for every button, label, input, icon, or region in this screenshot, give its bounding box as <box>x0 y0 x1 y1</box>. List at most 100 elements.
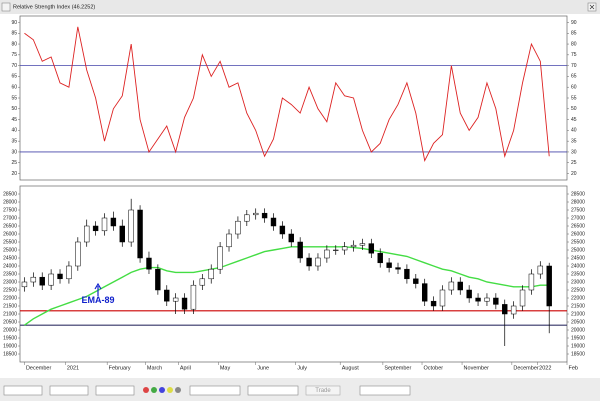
candle-body <box>333 249 339 251</box>
candle-body <box>297 241 303 259</box>
candle-body <box>270 217 277 227</box>
y-tick-label: 19000 <box>3 343 17 349</box>
y-tick-label: 65 <box>571 74 577 80</box>
y-tick-label: 23000 <box>3 279 17 285</box>
icon[interactable] <box>175 387 181 393</box>
candle-body <box>493 297 499 305</box>
y-tick-label: 21000 <box>571 311 585 317</box>
candle-body <box>48 273 54 286</box>
candle-body <box>279 225 286 235</box>
candle-body <box>368 243 375 254</box>
panel-title: Relative Strength Index (46.2252) <box>13 4 95 10</box>
candle-body <box>519 289 526 307</box>
candle-body <box>172 297 179 302</box>
y-tick-label: 35 <box>11 138 17 144</box>
y-tick-label: 23500 <box>3 271 17 277</box>
icon[interactable] <box>159 387 165 393</box>
y-tick-label: 22500 <box>3 287 17 293</box>
candle-body <box>439 289 446 307</box>
y-tick-label: 20 <box>11 171 17 177</box>
dropdown[interactable] <box>49 385 89 396</box>
x-tick-label: 2022 <box>539 365 551 371</box>
y-tick-label: 24500 <box>571 255 585 261</box>
icon[interactable] <box>151 387 157 393</box>
candle-body <box>146 257 152 270</box>
menu-icon[interactable] <box>1 2 11 12</box>
y-tick-label: 27000 <box>571 215 585 221</box>
candle-body <box>217 246 223 270</box>
icon[interactable] <box>167 387 173 393</box>
y-tick-label: 45 <box>11 117 17 123</box>
y-tick-label: 26000 <box>3 231 17 237</box>
candle-body <box>546 265 552 307</box>
x-tick-label: November <box>464 365 490 371</box>
candle-body <box>341 246 348 251</box>
candle-body <box>181 297 188 310</box>
dropdown[interactable] <box>189 385 241 396</box>
ema-line <box>24 246 550 326</box>
y-tick-label: 25500 <box>571 239 585 245</box>
dropdown[interactable] <box>95 385 135 396</box>
candle-body <box>128 209 134 243</box>
x-tick-label: August <box>342 365 360 371</box>
y-tick-label: 28500 <box>3 191 17 197</box>
candle-body <box>190 284 197 310</box>
y-tick-label: 70 <box>571 63 577 69</box>
y-tick-label: 55 <box>11 95 17 101</box>
candle-body <box>235 220 241 235</box>
y-tick-label: 19000 <box>571 343 585 349</box>
candle-body <box>421 283 428 302</box>
dropdown[interactable] <box>247 385 299 396</box>
candle-body <box>510 305 517 315</box>
icon[interactable] <box>143 387 149 393</box>
x-tick-label: December <box>513 365 539 371</box>
candle-body <box>430 300 437 307</box>
dropdown[interactable] <box>3 385 43 396</box>
candle-body <box>350 244 357 248</box>
candle-body <box>101 217 108 232</box>
trade-button[interactable] <box>305 385 341 396</box>
y-tick-label: 27500 <box>3 207 17 213</box>
y-tick-label: 20000 <box>571 327 585 333</box>
candle-body <box>57 273 63 280</box>
candle-body <box>164 289 170 302</box>
candle-body <box>484 297 490 302</box>
y-tick-label: 50 <box>11 106 17 112</box>
rsi-line <box>24 26 550 162</box>
candle-body <box>528 273 535 291</box>
annotation-arrow <box>94 282 102 296</box>
y-tick-label: 25 <box>11 160 17 166</box>
x-tick-label: October <box>424 365 444 371</box>
x-tick-label: Feb <box>569 365 578 371</box>
candle-body <box>92 225 99 232</box>
candle-body <box>30 276 37 283</box>
y-tick-label: 70 <box>11 63 17 69</box>
y-tick-label: 30 <box>571 149 577 155</box>
y-tick-label: 20500 <box>3 319 17 325</box>
y-tick-label: 40 <box>11 128 17 134</box>
dropdown[interactable] <box>359 385 411 396</box>
y-tick-label: 26500 <box>3 223 17 229</box>
candle-body <box>395 267 401 270</box>
candle-body <box>466 289 472 299</box>
candle-body <box>502 304 508 315</box>
candle-body <box>537 265 544 275</box>
candle-body <box>39 276 45 286</box>
y-tick-label: 75 <box>11 52 17 58</box>
candle-body <box>261 212 268 219</box>
candle-body <box>199 278 206 286</box>
candle-body <box>448 281 455 291</box>
y-tick-label: 18500 <box>3 351 17 357</box>
y-tick-label: 20 <box>571 171 577 177</box>
y-tick-label: 28000 <box>3 199 17 205</box>
y-tick-label: 21500 <box>571 303 585 309</box>
candle-body <box>253 212 259 216</box>
y-tick-label: 65 <box>11 74 17 80</box>
y-tick-label: 21500 <box>3 303 17 309</box>
y-tick-label: 26500 <box>571 223 585 229</box>
trade-button-label: Trade <box>315 388 331 394</box>
annotation-label: EMA-89 <box>81 295 114 305</box>
close-icon <box>589 4 595 10</box>
y-tick-label: 27000 <box>3 215 17 221</box>
